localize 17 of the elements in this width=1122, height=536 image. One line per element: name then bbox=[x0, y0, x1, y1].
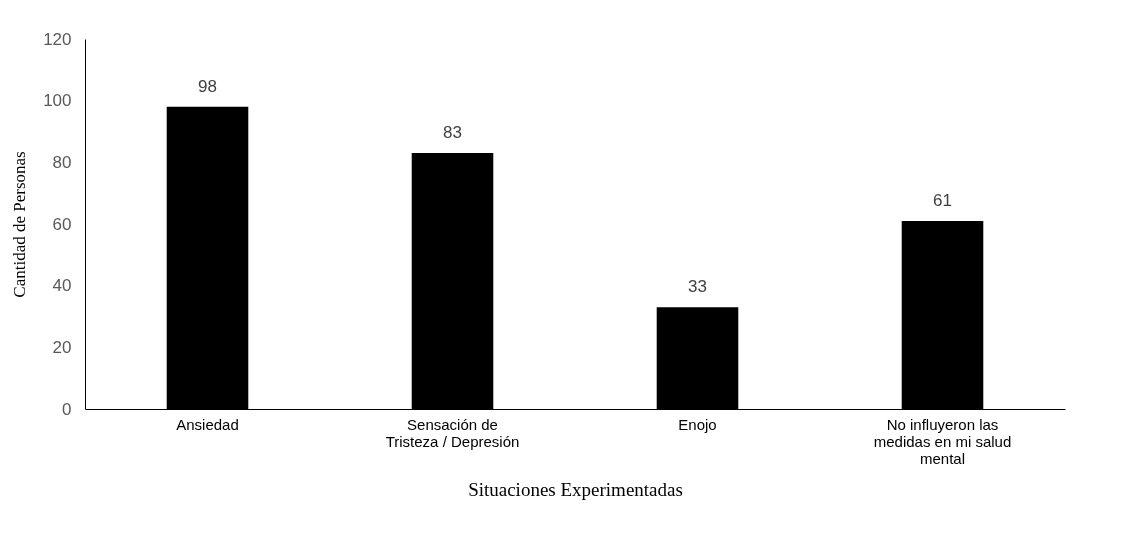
x-tick-label: Enojo bbox=[678, 415, 717, 433]
y-tick-label: 20 bbox=[52, 337, 72, 357]
x-tick-label: Ansiedad bbox=[176, 415, 239, 433]
x-tick-label: Sensación de Tristeza / Depresión bbox=[385, 415, 520, 450]
data-label: 98 bbox=[198, 76, 217, 96]
y-tick-label: 80 bbox=[52, 152, 72, 172]
data-label: 83 bbox=[443, 123, 462, 143]
x-axis-title: Situaciones Experimentadas bbox=[468, 478, 683, 500]
data-label: 33 bbox=[688, 277, 707, 297]
y-tick-label: 0 bbox=[62, 399, 72, 419]
y-tick-label: 40 bbox=[52, 276, 72, 296]
y-tick-label: 120 bbox=[43, 29, 72, 49]
y-tick-label: 60 bbox=[52, 214, 72, 234]
y-tick-label: 100 bbox=[43, 91, 72, 111]
y-axis-title: Cantidad de Personas bbox=[10, 151, 30, 298]
x-tick-label: No influyeron las medidas en mi salud mental bbox=[873, 415, 1012, 467]
data-label: 61 bbox=[933, 190, 952, 210]
